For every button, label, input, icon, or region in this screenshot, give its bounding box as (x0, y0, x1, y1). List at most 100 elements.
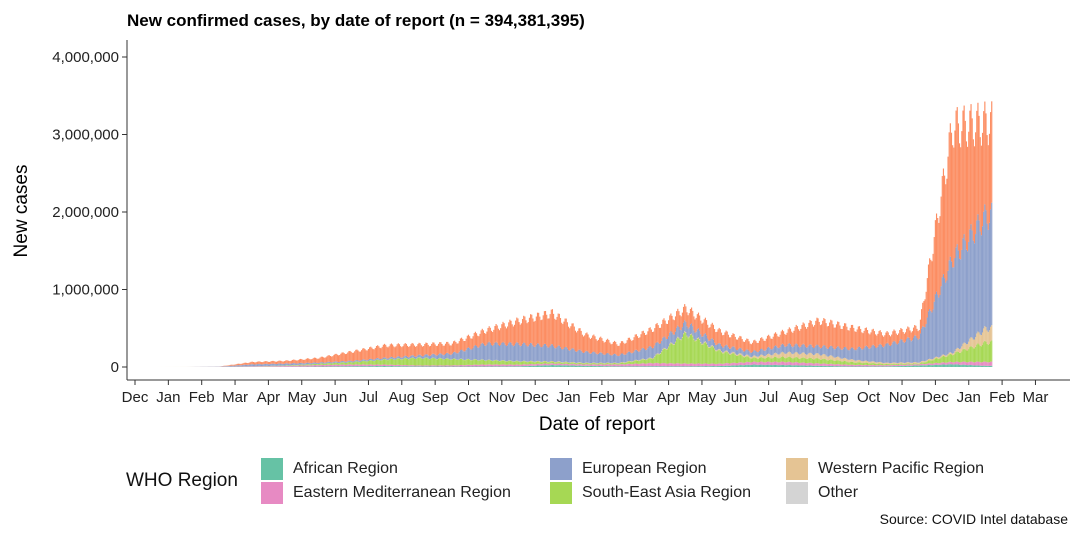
bar-segment (872, 366, 874, 367)
bar-segment (855, 360, 857, 363)
bar-segment (679, 315, 681, 330)
bar-segment (431, 366, 433, 367)
bar-segment (626, 364, 628, 367)
bar-segment (417, 344, 419, 356)
bar-segment (891, 334, 893, 345)
bar-segment (498, 366, 501, 367)
bar-segment (510, 320, 512, 343)
bar-segment (512, 366, 514, 367)
bar-segment (481, 342, 483, 360)
bar-segment (668, 366, 670, 367)
bar-segment (797, 358, 800, 363)
bar-segment (549, 365, 551, 367)
bar-segment (327, 364, 329, 367)
bar-segment (714, 366, 716, 367)
bar-segment (398, 358, 401, 365)
bar-segment (990, 209, 992, 327)
bar-segment (708, 363, 710, 367)
bar-segment (348, 364, 350, 367)
bar-segment (627, 337, 629, 352)
bar-segment (415, 359, 417, 366)
bar-segment (819, 363, 821, 366)
bar-segment (686, 363, 688, 367)
bar-segment (493, 366, 495, 367)
bar-segment (741, 354, 743, 357)
bar-segment (461, 358, 463, 365)
bar-segment (824, 363, 826, 366)
bar-segment (791, 365, 793, 367)
bar-segment (544, 363, 547, 366)
bar-segment (565, 318, 567, 347)
bar-segment (513, 361, 516, 365)
bar-segment (485, 360, 487, 365)
bar-segment (604, 364, 606, 367)
bar-segment (791, 358, 793, 363)
bar-segment (688, 336, 690, 338)
bar-segment (281, 363, 283, 366)
bar-segment (845, 361, 847, 365)
bar-segment (656, 322, 658, 342)
bar-segment (633, 363, 635, 367)
bar-segment (887, 343, 889, 363)
bar-segment (732, 351, 734, 354)
bar-segment (565, 362, 567, 364)
bar-segment (776, 346, 778, 354)
bar-segment (677, 308, 679, 326)
bar-segment (676, 339, 678, 364)
bar-segment (609, 342, 611, 355)
bar-segment (895, 364, 897, 366)
bar-segment (485, 364, 487, 367)
bar-segment (884, 366, 886, 367)
bar-segment (306, 365, 309, 367)
x-tick-label: Sep (822, 389, 849, 406)
bar-segment (645, 335, 647, 351)
bar-segment (258, 366, 260, 367)
bar-segment (840, 366, 842, 367)
bar-segment (658, 354, 660, 364)
bar-segment (980, 365, 982, 367)
bar-segment (845, 358, 847, 362)
bar-segment (877, 362, 879, 364)
bar-segment (411, 342, 413, 356)
bar-segment (585, 363, 587, 365)
bar-segment (774, 364, 777, 367)
bar-segment (497, 328, 499, 345)
bar-segment (581, 363, 583, 365)
bar-segment (366, 366, 368, 367)
bar-segment (579, 364, 581, 366)
bar-segment (622, 366, 624, 367)
bar-segment (639, 337, 641, 352)
bar-segment (738, 365, 740, 367)
bar-segment (686, 366, 688, 367)
bar-segment (459, 358, 462, 366)
bar-segment (967, 344, 969, 351)
bar-segment (962, 238, 964, 344)
bar-segment (657, 325, 659, 343)
bar-segment (379, 366, 381, 367)
bar-segment (742, 362, 744, 366)
bar-segment (976, 220, 978, 334)
bar-segment (871, 361, 873, 364)
bar-segment (527, 322, 529, 347)
bar-segment (868, 348, 870, 362)
bar-segment (295, 365, 297, 366)
bar-segment (489, 366, 491, 367)
bar-segment (270, 361, 272, 364)
bar-segment (870, 361, 872, 364)
bar-segment (794, 365, 796, 367)
bar-segment (416, 346, 418, 357)
bar-segment (764, 358, 766, 363)
bar-segment (712, 339, 715, 347)
bar-segment (472, 366, 474, 367)
bar-segment (807, 363, 809, 366)
bar-segment (740, 348, 742, 354)
bar-segment (549, 314, 551, 346)
bar-segment (960, 352, 962, 363)
bar-segment (273, 366, 275, 367)
bar-segment (971, 230, 973, 338)
bar-segment (511, 344, 513, 362)
bar-segment (832, 347, 834, 357)
bar-segment (967, 146, 969, 252)
bar-segment (939, 216, 941, 295)
bar-segment (714, 348, 716, 350)
